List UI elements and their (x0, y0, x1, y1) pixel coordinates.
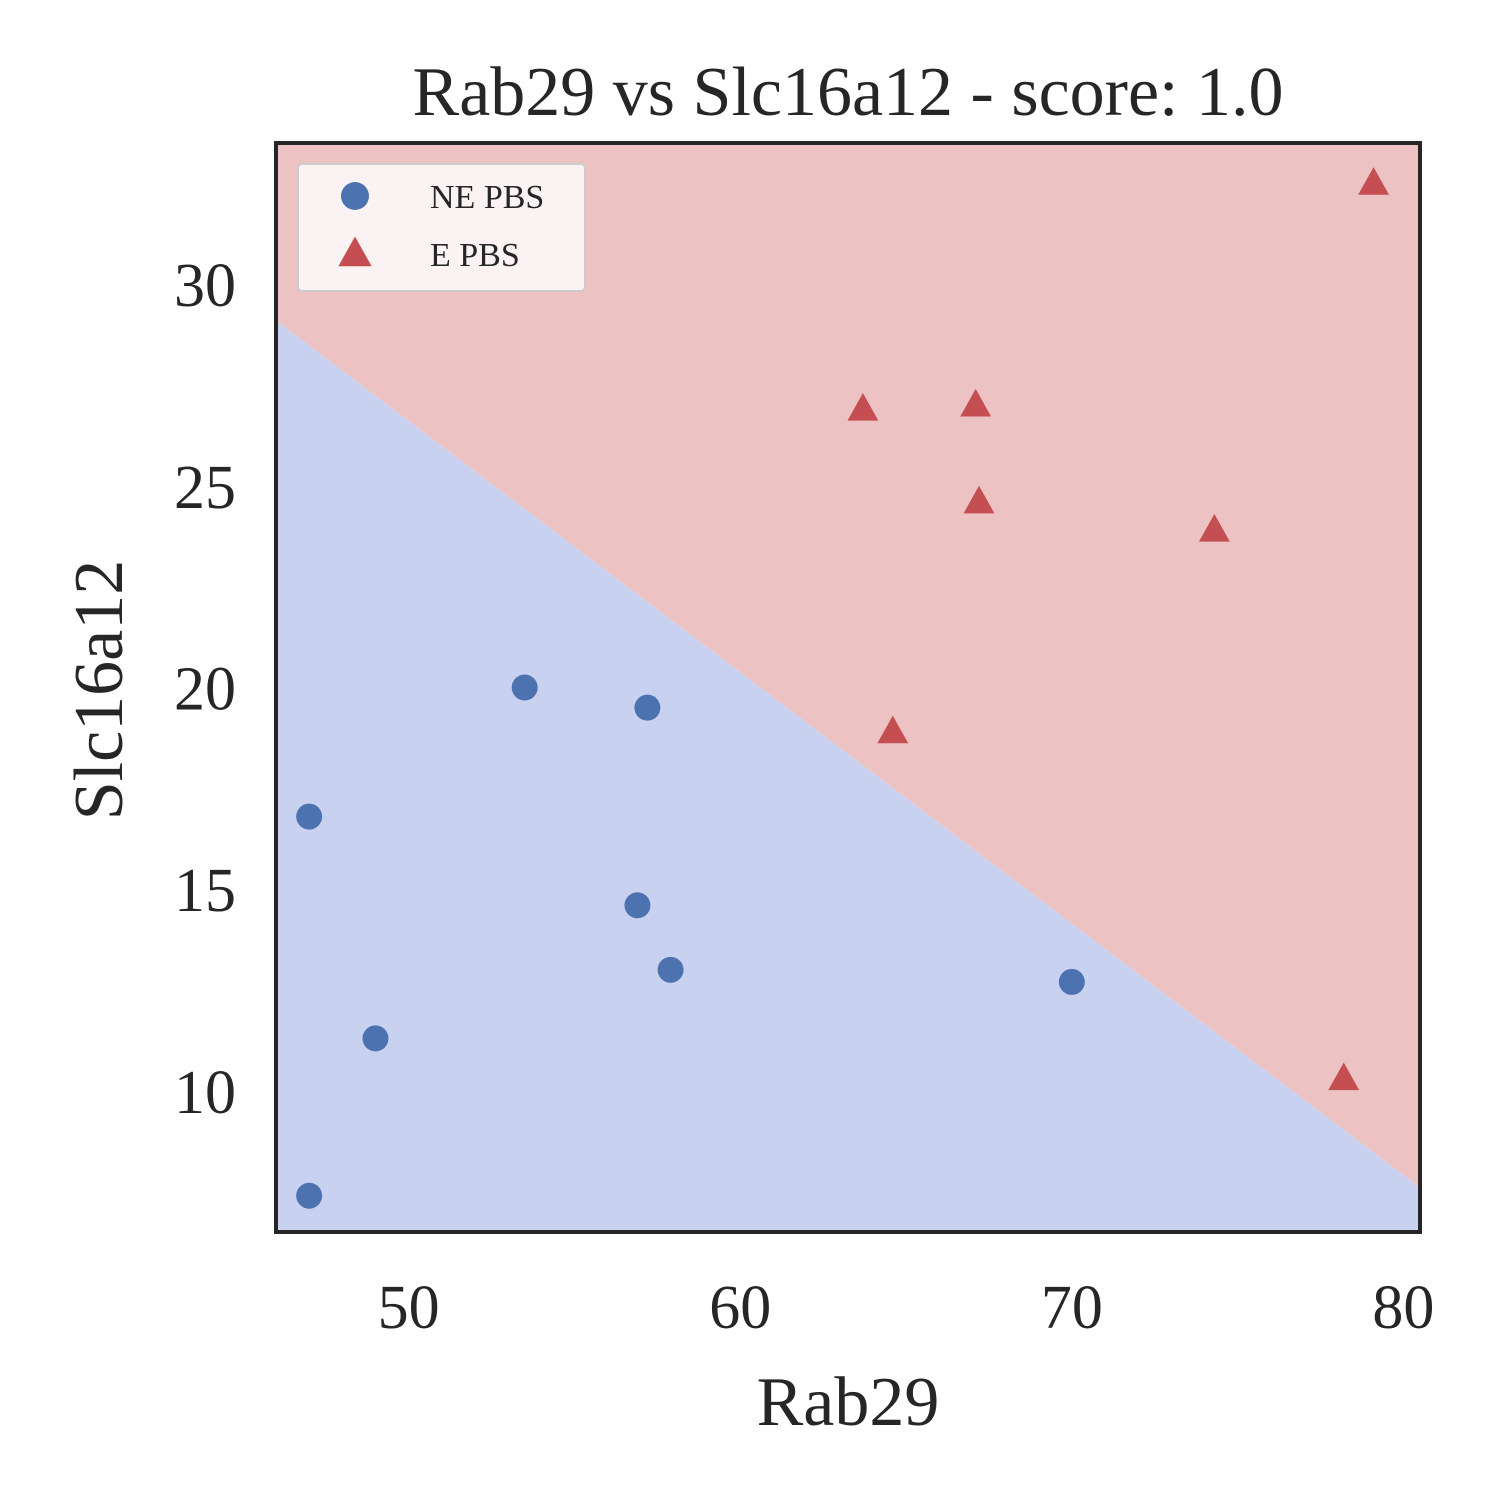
plot-frame (274, 141, 1422, 1234)
data-point-triangle (847, 392, 879, 421)
legend-box (297, 163, 586, 292)
data-point-triangle (877, 715, 909, 744)
decision-regions (276, 143, 1420, 1232)
lower-class-region (276, 320, 1420, 1232)
x-tick-label: 50 (378, 1274, 440, 1342)
legend-marker-circle (341, 182, 369, 210)
data-point-triangle (960, 388, 992, 417)
data-point-circle (634, 694, 661, 721)
legend: NE PBS E PBS (297, 163, 586, 292)
y-tick-label: 30 (174, 252, 236, 320)
y-tick-label: 10 (174, 1059, 236, 1127)
x-tick-label: 80 (1372, 1274, 1434, 1342)
data-point-circle (657, 956, 684, 983)
y-axis-label: Slc16a12 (61, 560, 138, 821)
x-tick-label: 60 (709, 1274, 771, 1342)
x-axis-ticks: 50 60 70 80 (378, 1274, 1435, 1342)
chart-title: Rab29 vs Slc16a12 - score: 1.0 (413, 54, 1284, 131)
data-point-triangle (963, 485, 995, 514)
data-point-triangle (1328, 1062, 1360, 1091)
y-axis-ticks: 10 15 20 25 30 (174, 252, 236, 1127)
x-tick-label: 70 (1041, 1274, 1103, 1342)
x-axis-label: Rab29 (757, 1364, 940, 1441)
y-tick-label: 25 (174, 454, 236, 522)
data-points (296, 167, 1390, 1209)
legend-label: E PBS (430, 237, 520, 274)
y-tick-label: 20 (174, 656, 236, 724)
data-point-circle (624, 892, 651, 919)
y-tick-label: 15 (174, 857, 236, 925)
data-point-circle (296, 803, 323, 830)
upper-class-region (276, 143, 1420, 1188)
data-point-circle (511, 674, 538, 701)
legend-marker-triangle (338, 236, 372, 267)
data-point-circle (296, 1182, 323, 1209)
data-point-circle (1058, 968, 1085, 995)
data-point-triangle (1358, 167, 1390, 195)
legend-label: NE PBS (430, 179, 544, 216)
data-point-circle (362, 1025, 389, 1052)
series-ne-pbs (296, 674, 1085, 1209)
series-e-pbs (847, 167, 1390, 1091)
data-point-triangle (1198, 513, 1230, 542)
